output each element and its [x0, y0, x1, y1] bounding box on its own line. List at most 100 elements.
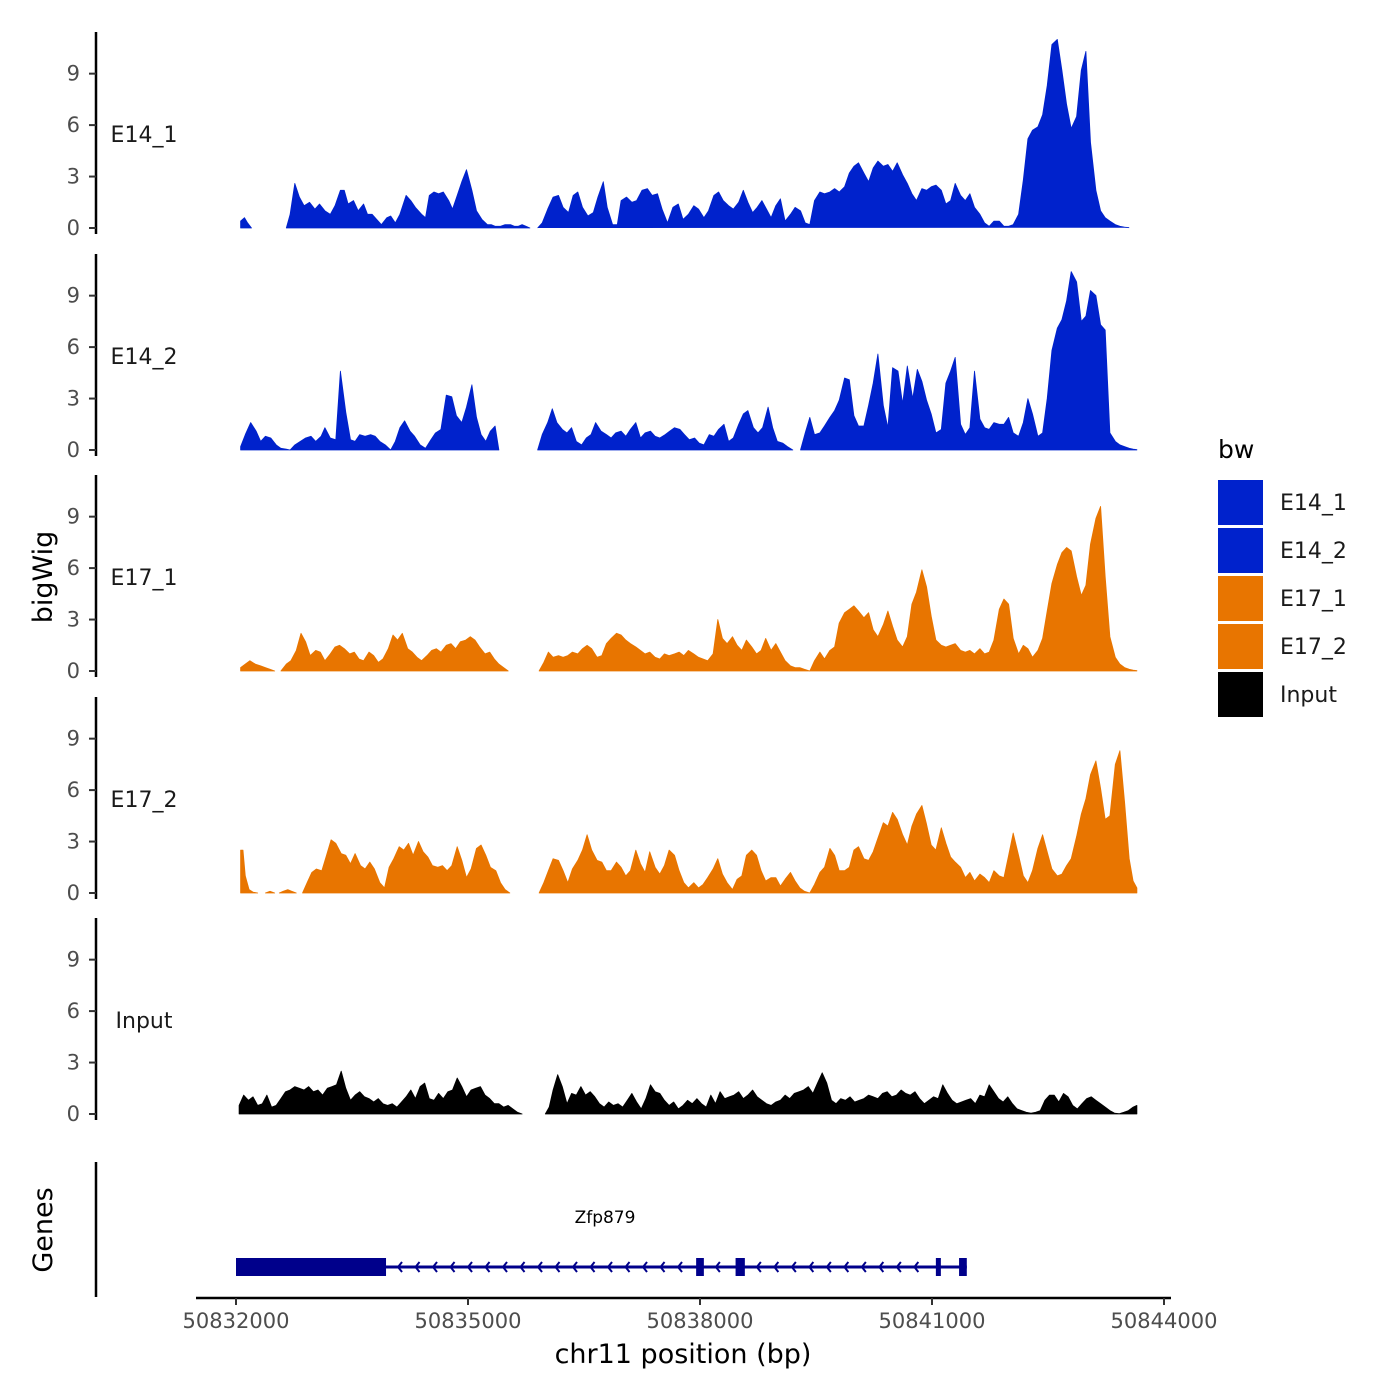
- coverage-area: [240, 217, 252, 229]
- legend-swatch: [1218, 480, 1263, 525]
- y-tick-label: 9: [67, 727, 80, 751]
- gene-panel: Genes Zfp879: [28, 1162, 967, 1297]
- strand-arrow: [825, 1261, 832, 1273]
- strand-arrow: [571, 1261, 578, 1273]
- strand-arrow: [606, 1261, 613, 1273]
- strand-arrow: [589, 1261, 596, 1273]
- y-tick-label: 6: [67, 113, 80, 137]
- strand-arrow: [808, 1261, 815, 1273]
- y-tick-label: 3: [67, 387, 80, 411]
- y-tick-label: 9: [67, 948, 80, 972]
- genes-axis-title: Genes: [28, 1187, 59, 1272]
- track-label: E17_1: [111, 566, 178, 591]
- y-tick-label: 9: [67, 284, 80, 308]
- legend-label: E14_2: [1280, 539, 1347, 564]
- x-tick-label: 50835000: [415, 1309, 522, 1333]
- y-tick-label: 9: [67, 505, 80, 529]
- coverage-area: [544, 1072, 1138, 1115]
- track-input: 0 3 6 9 Input: [67, 918, 1138, 1126]
- coverage-area: [537, 406, 794, 451]
- coverage-area: [238, 1070, 523, 1115]
- coverage-area: [809, 750, 1138, 894]
- strand-arrow: [501, 1261, 508, 1273]
- y-tick-label: 0: [67, 438, 80, 462]
- coverage-area: [537, 39, 1130, 229]
- x-tick-label: 50844000: [1111, 1309, 1218, 1333]
- strand-arrow: [790, 1261, 797, 1273]
- y-tick-label: 3: [67, 830, 80, 854]
- y-axis-title: bigWig: [28, 531, 59, 624]
- y-tick-label: 0: [67, 659, 80, 683]
- track-e14-1: 0 3 6 9 E14_1: [67, 32, 1130, 240]
- strand-arrow: [755, 1261, 762, 1273]
- legend-label: E14_1: [1280, 491, 1347, 516]
- gene-exon: [236, 1258, 387, 1276]
- strand-arrow: [878, 1261, 885, 1273]
- y-tick-label: 0: [67, 1102, 80, 1126]
- y-tick-label: 3: [67, 608, 80, 632]
- tracks-layer: 0 3 6 9 E14_1 0 3 6 9 E14_2 0 3 6 9 E17_1 0 3 6 9 E17_2 0 3 6 9…: [67, 32, 1138, 1126]
- legend-title: bw: [1218, 435, 1254, 464]
- gene-exon: [935, 1258, 941, 1276]
- legend-swatch: [1218, 624, 1263, 669]
- legend: bw E14_1 E14_2 E17_1 E17_2 Input: [1218, 435, 1347, 717]
- legend-swatch: [1218, 576, 1263, 621]
- y-tick-label: 3: [67, 165, 80, 189]
- coverage-area: [390, 384, 500, 451]
- coverage-area: [265, 890, 276, 894]
- y-tick-label: 0: [67, 881, 80, 905]
- strand-arrow: [714, 1261, 721, 1273]
- y-tick-label: 6: [67, 556, 80, 580]
- strand-arrow: [396, 1261, 403, 1273]
- coverage-area: [280, 632, 509, 672]
- y-tick-label: 3: [67, 1051, 80, 1075]
- strand-arrow: [624, 1261, 631, 1273]
- strand-arrow: [676, 1261, 683, 1273]
- coverage-area: [240, 422, 291, 451]
- strand-arrow: [519, 1261, 526, 1273]
- legend-swatch: [1218, 528, 1263, 573]
- strand-arrow: [659, 1261, 666, 1273]
- strand-arrow: [466, 1261, 473, 1273]
- coverage-area: [538, 834, 811, 894]
- track-e17-2: 0 3 6 9 E17_2: [67, 697, 1138, 905]
- coverage-area: [809, 506, 1138, 672]
- coverage-area: [538, 619, 811, 672]
- strand-arrow: [895, 1261, 902, 1273]
- y-tick-label: 6: [67, 778, 80, 802]
- x-axis: chr11 position (bp) 50832000 50835000 5083…: [183, 1296, 1218, 1370]
- strand-arrow: [536, 1261, 543, 1273]
- coverage-area: [302, 839, 511, 894]
- strand-arrow: [484, 1261, 491, 1273]
- coverage-area: [289, 370, 392, 451]
- coverage-area: [800, 271, 1138, 451]
- coverage-area: [240, 660, 276, 672]
- coverage-area: [278, 889, 297, 894]
- track-label: E14_1: [111, 123, 178, 148]
- y-tick-label: 0: [67, 216, 80, 240]
- y-tick-label: 9: [67, 62, 80, 86]
- track-label: E14_2: [111, 345, 178, 370]
- strand-arrow: [554, 1261, 561, 1273]
- y-tick-label: 6: [67, 999, 80, 1023]
- legend-label: E17_2: [1280, 635, 1347, 660]
- legend-swatch: [1218, 672, 1263, 717]
- track-label: E17_2: [111, 788, 178, 813]
- strand-arrow: [913, 1261, 920, 1273]
- strand-arrow: [641, 1261, 648, 1273]
- x-axis-title: chr11 position (bp): [555, 1339, 812, 1370]
- x-tick-label: 50832000: [183, 1309, 290, 1333]
- gene-exon: [696, 1258, 704, 1276]
- strand-arrow: [449, 1261, 456, 1273]
- y-tick-label: 6: [67, 335, 80, 359]
- gene-exon: [735, 1258, 745, 1276]
- track-e17-1: 0 3 6 9 E17_1: [67, 475, 1138, 683]
- strand-arrow: [843, 1261, 850, 1273]
- x-tick-label: 50841000: [879, 1309, 986, 1333]
- legend-label: E17_1: [1280, 587, 1347, 612]
- strand-arrow: [773, 1261, 780, 1273]
- coverage-area: [285, 169, 531, 229]
- coverage-area: [240, 849, 259, 894]
- strand-arrow: [414, 1261, 421, 1273]
